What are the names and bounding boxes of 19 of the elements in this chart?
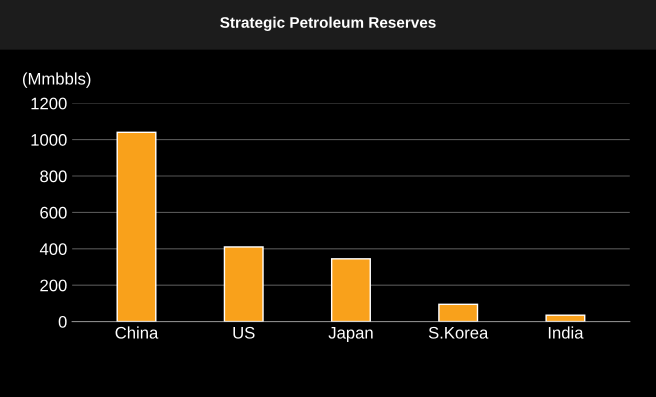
- x-tick-label: India: [548, 326, 584, 339]
- y-tick-label: 1000: [31, 134, 67, 146]
- bar: [438, 304, 478, 322]
- y-tick-label: 400: [40, 243, 67, 255]
- x-tick-label: China: [116, 326, 158, 339]
- x-tick-label: US: [233, 326, 255, 339]
- bar: [545, 314, 586, 322]
- chart-title: Strategic Petroleum Reserves: [220, 16, 436, 31]
- bar: [224, 246, 264, 322]
- y-tick-label: 600: [40, 206, 67, 219]
- y-tick-label: 1200: [31, 98, 67, 110]
- x-tick-label: Japan: [328, 327, 373, 342]
- bar: [116, 132, 156, 322]
- y-axis-title: (Mmbbls): [23, 72, 90, 88]
- y-tick-label: 800: [40, 170, 67, 182]
- y-tick-label: 0: [58, 316, 67, 328]
- x-tick-label: S.Korea: [428, 326, 488, 339]
- bar: [330, 258, 371, 322]
- y-tick-label: 200: [40, 280, 67, 292]
